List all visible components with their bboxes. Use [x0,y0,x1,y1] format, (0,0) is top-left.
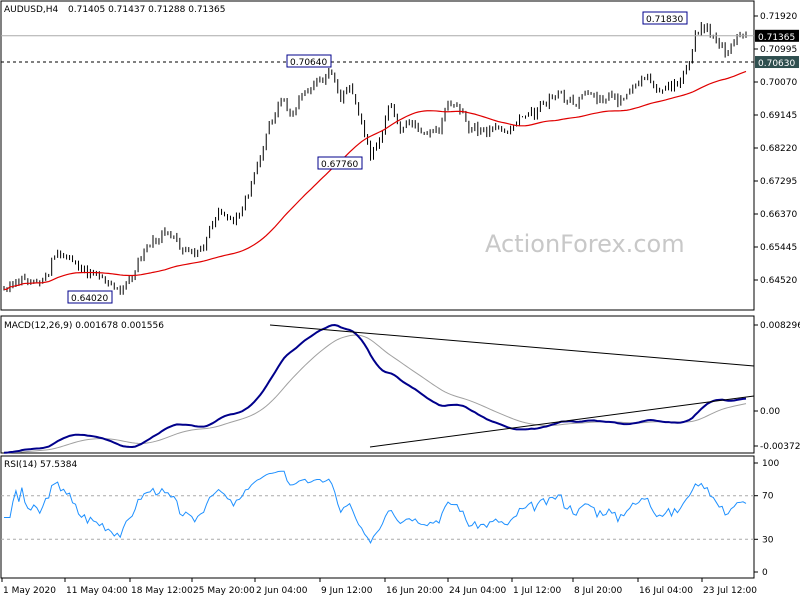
y-tick-label: 0.71920 [760,12,797,22]
watermark: ActionForex.com [485,230,685,258]
x-tick-label: 18 May 12:00 [131,586,193,596]
price-header-ohlc: 0.71405 0.71437 0.71288 0.71365 [68,5,225,15]
macd-y-tick-label: -0.003725 [760,442,800,452]
moving-average-line [3,70,747,290]
y-tick-label: 0.69145 [760,111,797,121]
rsi-line [4,470,747,544]
macd-y-tick-label: 0.008296 [760,321,800,331]
price-annotation-box [317,156,363,170]
price-annotation: 0.64020 [71,294,108,304]
price-annotation: 0.67760 [321,160,358,170]
y-tick-label: 0.64520 [760,276,797,286]
x-tick-label: 23 Jul 12:00 [703,586,757,596]
price-header-symbol: AUDUSD,H4 [4,5,59,15]
price-panel [0,0,755,311]
y-tick-label: 0.68220 [760,144,797,154]
macd-title: MACD(12,26,9) 0.001678 0.001556 [4,321,164,331]
x-tick-label: 24 Jun 04:00 [449,586,506,596]
rsi-y-tick-label: 100 [762,459,779,469]
macd-upper-trendline [269,324,755,367]
price-annotation-box [642,11,688,25]
x-tick-label: 2 Jun 04:00 [256,586,308,596]
x-tick-label: 1 Jul 12:00 [513,586,562,596]
y-tick-label: 0.66370 [760,210,797,220]
x-tick-label: 1 May 2020 [3,586,56,596]
price-annotation: 0.70640 [290,58,327,68]
x-tick-label: 9 Jun 12:00 [321,586,373,596]
y-tick-label: 0.67295 [760,177,797,187]
y-tick-label: 0.65445 [760,243,797,253]
price-annotation-box [286,54,332,68]
y-tick-label: 0.70070 [760,78,797,88]
x-tick-label: 8 Jul 20:00 [574,586,623,596]
rsi-y-tick-label: 30 [762,535,774,545]
price-annotation-box [67,290,113,304]
x-tick-label: 11 May 04:00 [66,586,128,596]
rsi-panel [0,455,755,579]
macd-lower-trendline [369,395,755,448]
bid-price-label-bg [755,29,799,42]
y-tick-label: 0.70995 [760,45,797,55]
rsi-y-tick-label: 70 [762,492,774,502]
x-tick-label: 25 May 20:00 [193,586,255,596]
price-annotation: 0.71830 [646,15,683,25]
macd-y-tick-label: 0.00 [760,407,780,417]
rsi-title: RSI(14) 57.5384 [4,460,77,470]
macd-line [3,323,747,454]
rsi-y-tick-label: 0 [762,568,768,578]
macd-signal-line [3,334,747,454]
level-price-label: 0.70630 [758,59,795,69]
level-price-label-bg [755,56,799,69]
x-tick-label: 16 Jul 04:00 [639,586,693,596]
bid-price-label: 0.71365 [758,33,795,43]
macd-panel [0,315,755,454]
x-tick-label: 16 Jun 20:00 [386,586,443,596]
